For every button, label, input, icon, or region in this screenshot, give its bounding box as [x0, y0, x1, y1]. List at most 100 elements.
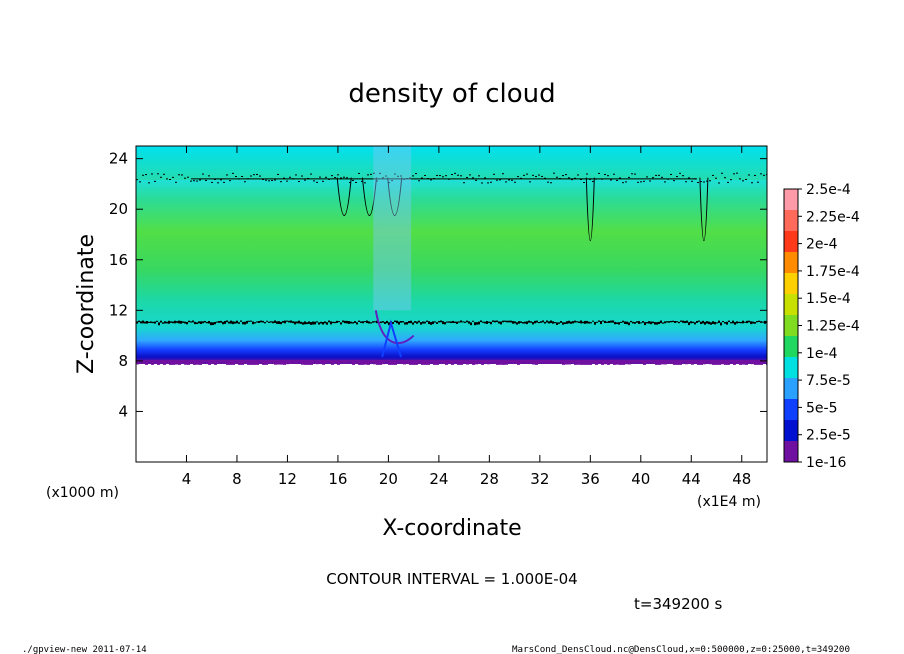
dense-band-contour: [752, 321, 754, 324]
dense-band-contour: [670, 320, 672, 323]
cloud-base-edge: [463, 359, 466, 364]
dense-band-contour: [372, 321, 374, 323]
dense-band-contour: [152, 321, 154, 324]
cloud-top-contour: [712, 174, 714, 176]
cloud-base-edge: [652, 359, 655, 363]
cloud-top-contour: [547, 181, 549, 183]
cloud-base-edge: [538, 359, 541, 364]
cloud-base-edge: [379, 359, 382, 367]
cloud-base-edge: [460, 359, 463, 366]
cloud-base-edge: [400, 359, 403, 364]
dense-band-contour: [482, 321, 484, 323]
cloud-base-edge: [229, 359, 232, 366]
cloud-base-edge: [391, 359, 394, 367]
dense-band-contour: [560, 321, 562, 323]
cloud-base-edge: [490, 359, 493, 362]
dense-band-contour: [286, 320, 288, 322]
dense-band-contour: [518, 321, 520, 324]
dense-band-contour: [438, 320, 440, 323]
colorbar-label: 1.25e-4: [806, 319, 860, 335]
cloud-top-contour: [436, 174, 438, 176]
cloud-base-edge: [301, 359, 304, 365]
dense-band-contour: [160, 320, 162, 323]
dense-band-contour: [710, 322, 712, 325]
colorbar-swatch: [784, 315, 798, 337]
cloud-top-contour: [265, 179, 267, 181]
cloud-top-contour: [253, 174, 255, 176]
dense-band-contour: [542, 320, 544, 323]
dense-band-contour: [570, 321, 572, 324]
cloud-top-contour: [751, 182, 753, 184]
dense-band-contour: [436, 322, 438, 324]
cloud-base-edge: [373, 359, 376, 365]
cloud-top-contour: [718, 182, 720, 184]
cloud-top-contour: [187, 176, 189, 178]
cloud-base-edge: [727, 359, 730, 366]
cloud-top-contour: [739, 178, 741, 180]
cloud-top-contour: [760, 173, 762, 175]
y-tick-label: 20: [109, 200, 128, 218]
dense-band-contour: [640, 322, 642, 324]
cloud-base-edge: [427, 359, 430, 366]
dense-band-contour: [332, 321, 334, 324]
dense-band-contour: [352, 322, 354, 324]
cloud-base-edge: [154, 359, 157, 363]
cloud-top-contour: [610, 179, 612, 181]
cloud-top-contour: [580, 179, 582, 181]
cloud-base-edge: [169, 359, 172, 366]
dense-band-contour: [496, 320, 498, 323]
cloud-top-contour: [136, 179, 138, 181]
cloud-base-edge: [547, 359, 550, 363]
dense-band-contour: [684, 321, 686, 324]
cloud-top-contour: [391, 180, 393, 182]
cloud-top-contour: [370, 173, 372, 175]
cloud-base-edge: [445, 359, 448, 366]
cloud-top-contour: [226, 174, 228, 176]
cloud-top-contour: [499, 179, 501, 181]
dense-band-contour: [218, 321, 220, 323]
cloud-top-contour: [277, 173, 279, 175]
cloud-base-edge: [553, 359, 556, 364]
cloud-top-contour: [295, 174, 297, 176]
cloud-top-contour: [157, 173, 159, 175]
cloud-base-edge: [277, 359, 280, 365]
cloud-top-contour: [205, 179, 207, 181]
cloud-top-contour: [244, 181, 246, 183]
cloud-top-contour: [571, 179, 573, 181]
dense-band-contour: [610, 320, 612, 323]
cloud-top-contour: [700, 181, 702, 183]
cloud-base-edge: [403, 359, 406, 365]
dense-band-contour: [758, 320, 760, 323]
dense-band-contour: [724, 322, 726, 324]
cloud-top-contour: [757, 181, 759, 183]
cloud-top-contour: [493, 173, 495, 175]
cloud-base-edge: [142, 359, 145, 364]
cloud-top-contour: [526, 173, 528, 175]
dense-band-contour: [258, 321, 260, 323]
dense-band-contour: [180, 320, 182, 324]
x-axis-label: X-coordinate: [382, 516, 521, 541]
cloud-top-contour: [262, 179, 264, 181]
plume-base-contour: [381, 319, 402, 358]
x-tick-label: 48: [732, 470, 751, 488]
dense-band-contour: [344, 320, 346, 324]
cloud-base-edge: [211, 359, 214, 364]
contour-dip: [336, 177, 352, 216]
cloud-top-contour: [634, 173, 636, 175]
dense-band-contour: [458, 321, 460, 323]
dense-band-contour: [318, 322, 320, 325]
dense-band-contour: [276, 321, 278, 324]
x-tick-label: 28: [480, 470, 499, 488]
cloud-top-contour: [724, 177, 726, 179]
cloud-base-edge: [658, 359, 661, 366]
dense-band-contour: [306, 322, 308, 325]
cloud-top-contour: [163, 173, 165, 175]
colorbar-swatch: [784, 210, 798, 232]
cloud-base-edge: [310, 359, 313, 366]
cloud-top-contour: [484, 177, 486, 179]
contour-dip: [699, 177, 709, 242]
time-note: t=349200 s: [634, 595, 722, 613]
dense-band-contour: [628, 322, 630, 326]
dense-band-contour: [528, 320, 530, 323]
cloud-top-contour: [691, 180, 693, 182]
